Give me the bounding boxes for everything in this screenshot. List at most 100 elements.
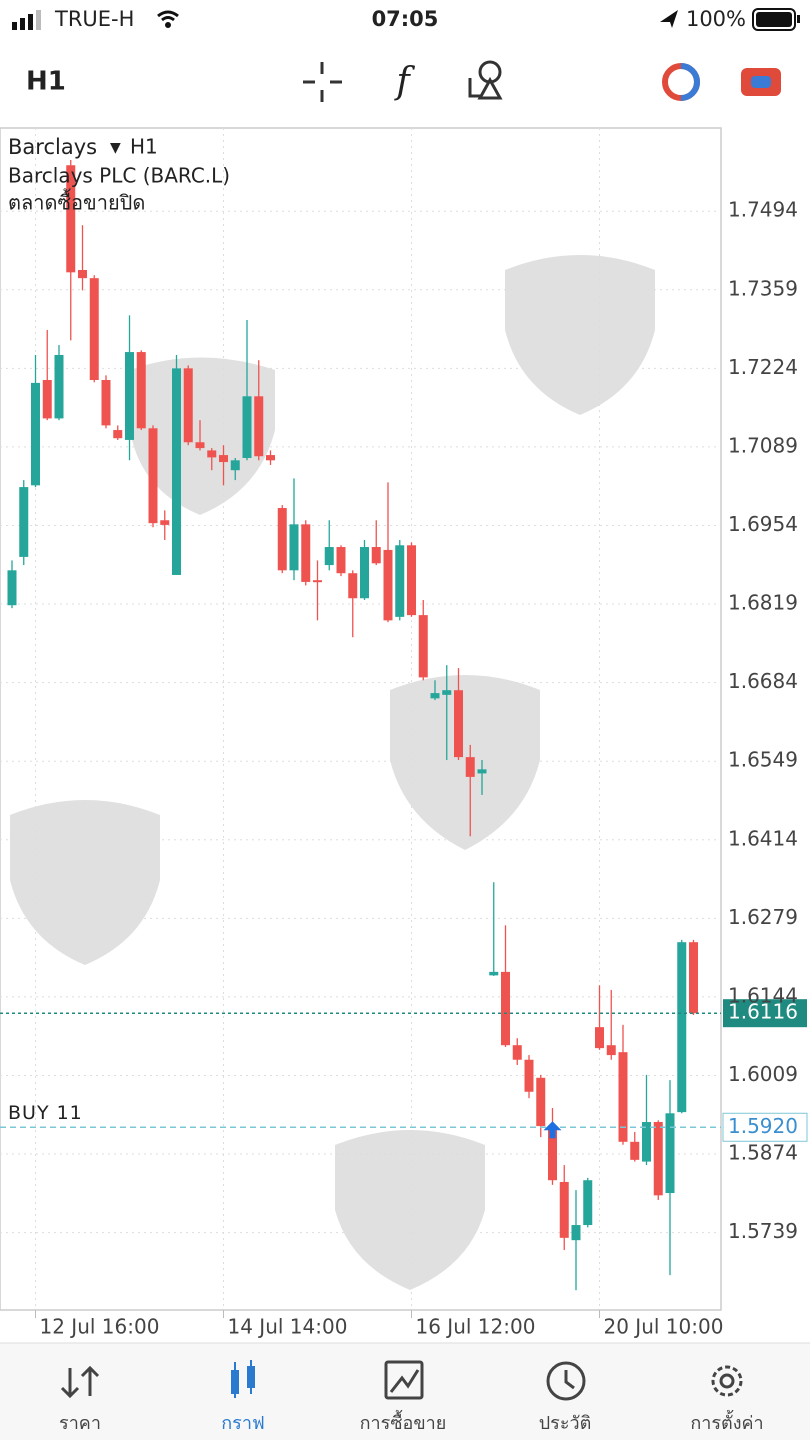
candle-body	[442, 690, 452, 695]
entry-arrow	[543, 1121, 562, 1139]
candle-body	[230, 460, 240, 471]
candle-body	[266, 455, 275, 461]
candle-body	[430, 693, 440, 699]
candle-body	[665, 1113, 675, 1194]
y-tick-label: 1.6549	[728, 748, 798, 772]
candles	[7, 160, 698, 1291]
candle-body	[160, 520, 170, 525]
current-price-label: 1.6116	[728, 1000, 798, 1024]
x-tick-label: 14 Jul 14:00	[228, 1315, 348, 1339]
plot-frame	[0, 127, 722, 1311]
toolbar: H1 f	[26, 60, 781, 102]
candle-body	[536, 1077, 546, 1127]
market-status: ตลาดซื้อขายปิด	[8, 189, 145, 215]
candle-body	[524, 1059, 534, 1092]
symbol-name[interactable]: Barclays	[8, 135, 97, 159]
candle-body	[125, 352, 134, 440]
chart-timeframe: H1	[130, 135, 158, 159]
settings-icon	[711, 1365, 743, 1397]
candle-body	[219, 455, 228, 463]
indicators-button[interactable]: f	[393, 61, 415, 102]
y-tick-label: 1.6954	[728, 512, 798, 536]
x-tick-label: 12 Jul 16:00	[40, 1315, 160, 1339]
candle-body	[301, 524, 311, 582]
status-bar: TRUE-H 07:05 100%	[12, 7, 800, 31]
candle-body	[254, 396, 264, 457]
position-label: BUY 11	[8, 1102, 83, 1124]
nav-item[interactable]: ราคา	[59, 1413, 101, 1434]
y-tick-label: 1.6009	[728, 1062, 798, 1086]
grid	[0, 128, 721, 1310]
candle-body	[19, 487, 29, 557]
candle-body	[371, 547, 381, 564]
candle-body	[606, 1045, 616, 1056]
candle-body	[477, 769, 487, 774]
candle-body	[183, 368, 193, 443]
candle-body	[559, 1181, 569, 1238]
account-button[interactable]	[662, 63, 700, 101]
y-tick-label: 1.7359	[728, 276, 798, 300]
current-price-box	[723, 999, 807, 1028]
candle-body	[89, 278, 99, 380]
history-icon	[546, 1361, 586, 1401]
candle-body	[583, 1180, 593, 1226]
candle-body	[113, 430, 123, 439]
candle-body	[395, 545, 405, 617]
candle-body	[360, 547, 369, 599]
y-tick-label: 1.6144	[728, 983, 798, 1007]
candle-body	[653, 1122, 663, 1196]
nav-item[interactable]: การตั้งค่า	[690, 1410, 763, 1434]
candle-body	[348, 573, 358, 599]
symbol-dropdown[interactable]: ▼	[110, 140, 121, 156]
candle-body	[489, 971, 499, 976]
nav-item[interactable]: การซื้อขาย	[360, 1410, 447, 1434]
objects-button[interactable]	[468, 60, 503, 100]
y-tick-label: 1.6684	[728, 669, 798, 693]
candle-body	[336, 547, 346, 574]
nav-item[interactable]: ประวัติ	[539, 1413, 592, 1434]
nav-item[interactable]: กราฟ	[221, 1413, 264, 1434]
candle-body	[289, 524, 299, 571]
candle-body	[277, 508, 287, 571]
candle-body	[172, 368, 181, 575]
candle-body	[512, 1045, 522, 1060]
candle-body	[501, 971, 510, 1046]
candle-body	[66, 165, 76, 273]
candle-body	[418, 615, 428, 678]
candle-body	[383, 549, 393, 621]
candle-body	[148, 428, 158, 524]
bottom-nav: ราคา กราฟ การซื้อขาย ประวัติ การตั้งค่า	[0, 1342, 810, 1440]
y-tick-label: 1.6414	[728, 826, 798, 850]
y-tick-label: 1.6819	[728, 591, 798, 615]
y-tick-label: 1.7224	[728, 355, 798, 379]
candle-body	[630, 1141, 640, 1160]
candle-body	[54, 354, 64, 419]
position-price-box	[722, 1112, 808, 1142]
x-tick-label: 16 Jul 12:00	[416, 1315, 536, 1339]
candle-body	[313, 580, 322, 583]
candle-body	[78, 270, 87, 279]
y-tick-label: 1.6279	[728, 905, 798, 929]
clock: 07:05	[372, 7, 439, 31]
crosshair-button[interactable]	[303, 62, 342, 102]
candle-body	[195, 442, 205, 449]
candle-body	[548, 1126, 557, 1181]
y-tick-label: 1.7089	[728, 433, 798, 457]
candle-body	[324, 547, 334, 566]
candle-body	[595, 1027, 604, 1049]
candle-body	[207, 450, 217, 458]
quotes-icon	[60, 1365, 100, 1399]
timeframe-button[interactable]: H1	[26, 67, 66, 97]
trade-button[interactable]	[741, 68, 781, 96]
candle-body	[618, 1052, 628, 1142]
candle-body	[465, 757, 475, 777]
symbol-description: Barclays PLC (BARC.L)	[8, 164, 230, 188]
position-price-label: 1.5920	[728, 1114, 798, 1138]
candle-body	[454, 690, 463, 758]
candle-body	[42, 379, 52, 419]
candle-body	[689, 942, 698, 1014]
candle-body	[101, 379, 111, 426]
battery-level: 100%	[686, 7, 746, 31]
trade-icon	[384, 1360, 424, 1400]
